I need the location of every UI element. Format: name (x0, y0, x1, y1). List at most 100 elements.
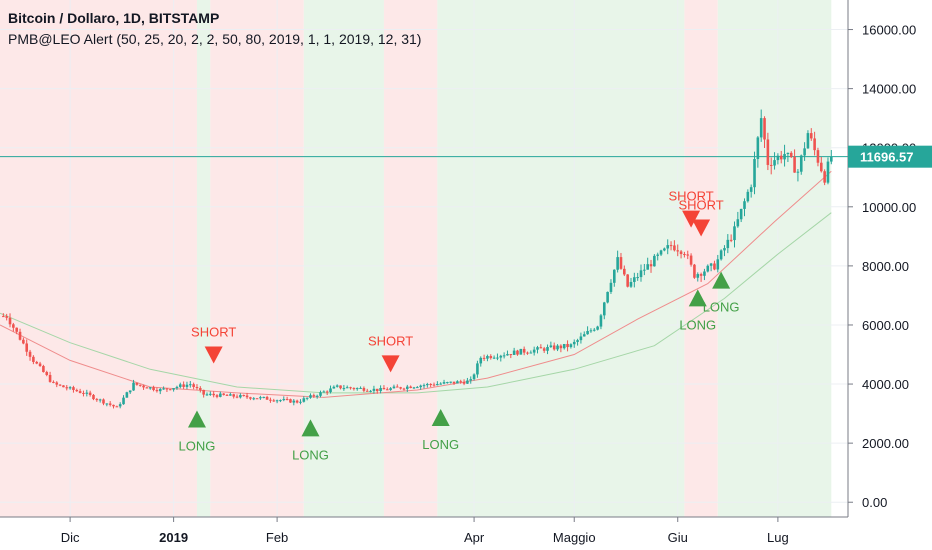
candle (145, 386, 149, 389)
candle (239, 393, 242, 399)
candle (68, 386, 72, 390)
candle-body (599, 315, 603, 327)
candle (516, 349, 519, 356)
candle-body (209, 393, 212, 395)
trend-zone-bull (717, 0, 832, 517)
candle-body (619, 257, 623, 269)
candle (809, 128, 813, 141)
candle-body (98, 399, 102, 401)
candle-body (362, 387, 366, 391)
candle-body (582, 334, 586, 337)
candle (699, 272, 703, 282)
candle-body (335, 385, 339, 387)
candle (566, 340, 569, 352)
candle (653, 254, 656, 267)
candle (28, 349, 32, 361)
candle-body (289, 399, 292, 403)
candle (399, 386, 402, 390)
candle-body (32, 356, 35, 362)
candle (429, 383, 432, 388)
candle (502, 352, 506, 359)
candle-body (342, 388, 346, 390)
candle (719, 249, 723, 261)
candle (349, 386, 352, 390)
candle (599, 313, 603, 330)
candle-body (399, 387, 402, 389)
candle-body (225, 394, 229, 396)
candle-body (312, 395, 316, 397)
candle (312, 393, 316, 398)
candle (255, 398, 259, 400)
candle-body (352, 388, 356, 390)
candle (729, 234, 733, 243)
long-label: LONG (703, 300, 740, 315)
indicator-title: PMB@LEO Alert (50, 25, 20, 2, 2, 50, 80,… (8, 31, 422, 47)
candle-body (769, 164, 773, 166)
candle (442, 379, 446, 385)
candle-body (499, 355, 503, 358)
candle (539, 344, 543, 349)
candle-body (172, 388, 175, 390)
candle-body (733, 226, 736, 241)
short-signal: SHORT (368, 333, 413, 373)
candle (299, 399, 302, 405)
candle (232, 393, 236, 399)
trend-zone-bear (0, 0, 197, 517)
candle-body (345, 387, 349, 389)
candle (128, 390, 132, 394)
candle-body (502, 355, 506, 357)
candle-body (252, 398, 256, 400)
candle (168, 388, 172, 391)
candle (706, 264, 710, 273)
candle (559, 344, 563, 353)
candle-body (302, 398, 306, 402)
candle-body (128, 390, 132, 393)
candle-body (429, 383, 432, 385)
candle (275, 399, 279, 404)
candle (365, 388, 369, 392)
moving-average-slow (0, 212, 832, 394)
candle-body (486, 356, 489, 359)
candle-body (138, 384, 142, 386)
candle (245, 392, 249, 399)
long-label: LONG (179, 439, 216, 454)
candle-body (115, 406, 119, 408)
time-tick-label: Maggio (553, 530, 596, 545)
candle-body (452, 381, 456, 384)
candle (135, 382, 139, 386)
candle-body (466, 380, 469, 384)
candle (783, 144, 786, 167)
candle (769, 157, 773, 175)
candle-body (35, 361, 39, 364)
candle (689, 253, 693, 267)
candle-body (542, 348, 546, 351)
candle (52, 380, 55, 384)
candle-body (830, 156, 833, 162)
candle (12, 322, 15, 332)
candle-body (108, 403, 112, 405)
candle-body (392, 386, 396, 389)
candle-body (295, 400, 299, 403)
candle (416, 386, 419, 389)
candle-body (449, 381, 453, 383)
candle (175, 385, 179, 390)
candle-body (703, 271, 706, 276)
candle-body (636, 277, 639, 279)
candle (305, 397, 309, 401)
candle (105, 403, 109, 407)
candle (656, 252, 660, 261)
candle-body (512, 350, 516, 355)
candle-body (125, 392, 129, 398)
candle-body (532, 349, 536, 353)
candle-body (653, 255, 656, 267)
candle (776, 153, 780, 165)
candle (726, 234, 730, 254)
candle (112, 404, 115, 409)
candle-body (709, 263, 713, 266)
candle-body (699, 274, 703, 276)
candle-body (52, 381, 55, 383)
candle-body (229, 394, 232, 396)
candle (439, 382, 442, 385)
